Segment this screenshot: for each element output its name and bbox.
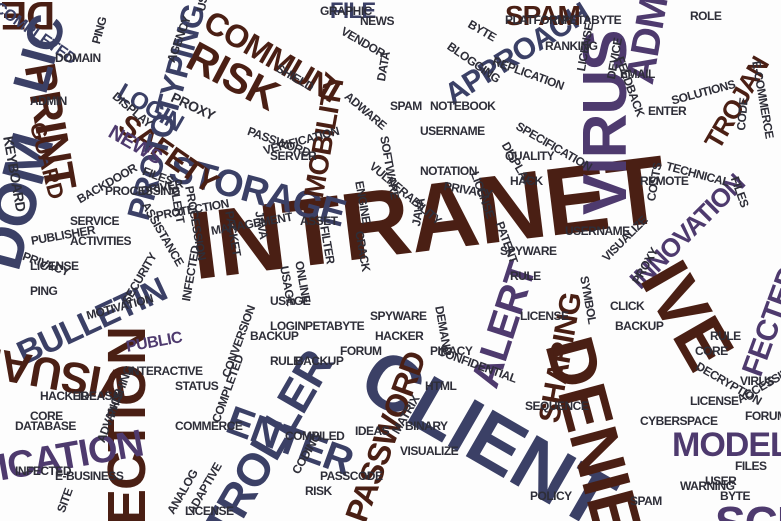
word-sequence: SEQUENCE — [525, 399, 589, 413]
word-hack: HACK — [510, 174, 543, 188]
word-domain: DOMAIN — [55, 51, 101, 65]
word-remote: REMOTE — [640, 174, 689, 188]
word-notebook: NOTEBOOK — [430, 99, 496, 113]
word-spam: SPAM — [390, 99, 422, 113]
word-e-business: E-BUSINESS — [55, 469, 124, 483]
word-quality: QUALITY — [505, 149, 555, 163]
word-service: SERVICE — [70, 214, 119, 228]
word-petabyte: PETABYTE — [562, 13, 622, 27]
word-server: SERVER — [270, 149, 317, 163]
word-license: LICENSE — [520, 309, 569, 323]
word-ideas: IDEAS — [355, 424, 390, 438]
word-commerce: COMMERCE — [175, 419, 243, 433]
word-compiled: COMPILED — [285, 429, 345, 443]
word-modeling: MODELING — [672, 426, 781, 464]
word-role: ROLE — [690, 9, 722, 23]
word-fected: FECTED — [736, 262, 781, 381]
word-passcode: PASSCODE — [320, 469, 383, 483]
word-ping: PING — [89, 15, 110, 46]
word-file: FILE — [330, 0, 376, 23]
word-username: USERNAME — [420, 124, 485, 138]
word-spyware: SPYWARE — [500, 244, 557, 258]
word-activities: ACTIVITIES — [70, 234, 132, 248]
word-byte: BYTE — [465, 17, 499, 45]
word-visualize: VISUALIZE — [400, 444, 459, 458]
word-data: DATA — [374, 50, 393, 83]
word-hacker: HACKER — [375, 329, 424, 343]
word-ranking: RANKING — [545, 39, 598, 53]
word-interactive: INTERACTIVE — [128, 364, 203, 378]
word-license: LICENSE — [185, 504, 234, 518]
word-files: FILES — [735, 459, 767, 473]
word-processing: PROCESSING — [105, 184, 181, 198]
word-license: LICENSE — [690, 394, 739, 408]
word-status: STATUS — [175, 379, 219, 393]
word-graphic: GRAPHIC — [320, 4, 372, 18]
word-platform: PLATFORM — [505, 13, 567, 27]
word-forum: FORUM — [745, 409, 781, 423]
word-admin: ADMIN — [30, 94, 67, 108]
word-login: LOGIN — [270, 319, 306, 333]
word-email: EMAIL — [620, 67, 655, 81]
word-spam: SPAM — [505, 0, 581, 31]
word-license: LICENSE — [30, 259, 79, 273]
word-usage: USAGE — [270, 294, 311, 308]
word-ideas: IDEAS — [78, 389, 113, 403]
word-user: USER — [705, 474, 737, 488]
word-piracy: PIRACY — [430, 344, 473, 358]
word-database: DATABASE — [15, 419, 76, 433]
word-enter: ENTER — [648, 104, 687, 118]
word-petabyte: PETABYTE — [305, 319, 365, 333]
word-username: USERNAME — [565, 224, 630, 238]
word-spyware: SPYWARE — [370, 309, 427, 323]
word-policy: POLICY — [530, 489, 572, 503]
word-forum: FORUM — [340, 344, 382, 358]
word-byte: BYTE — [720, 489, 751, 503]
word-warning: WARNING — [680, 479, 735, 493]
word-asset: ASSET — [300, 214, 338, 228]
word-backup: BACKUP — [250, 329, 299, 343]
word-cyberspace: CYBERSPACE — [640, 414, 718, 428]
word-ping: PING — [30, 284, 58, 298]
word-rule: RULE — [510, 269, 541, 283]
word-site: SITE — [54, 486, 76, 515]
word-binary: BINARY — [405, 419, 448, 433]
word-html: HTML — [425, 379, 457, 393]
word-notation: NOTATION — [420, 164, 477, 178]
word-infected: INFECTED — [15, 464, 72, 478]
word-rule: RULE — [710, 329, 741, 343]
word-hacker: HACKER — [40, 389, 89, 403]
word-backup: BACKUP — [615, 319, 664, 333]
word-click: CLICK — [610, 299, 645, 313]
word-core: CORE — [30, 409, 63, 423]
word-adware: ADWARE — [341, 89, 390, 133]
word-news: NEWS — [360, 14, 395, 28]
word-sch: SCH — [715, 500, 781, 521]
word-code: CODE — [734, 97, 751, 132]
word-risk: RISK — [305, 484, 332, 498]
word-core: CORE — [695, 344, 728, 358]
word-rule: RULE — [270, 354, 301, 368]
word-virus: VIRUS — [740, 374, 775, 388]
word-spam: SPAM — [630, 494, 662, 508]
word-backup: BACKUP — [295, 354, 344, 368]
